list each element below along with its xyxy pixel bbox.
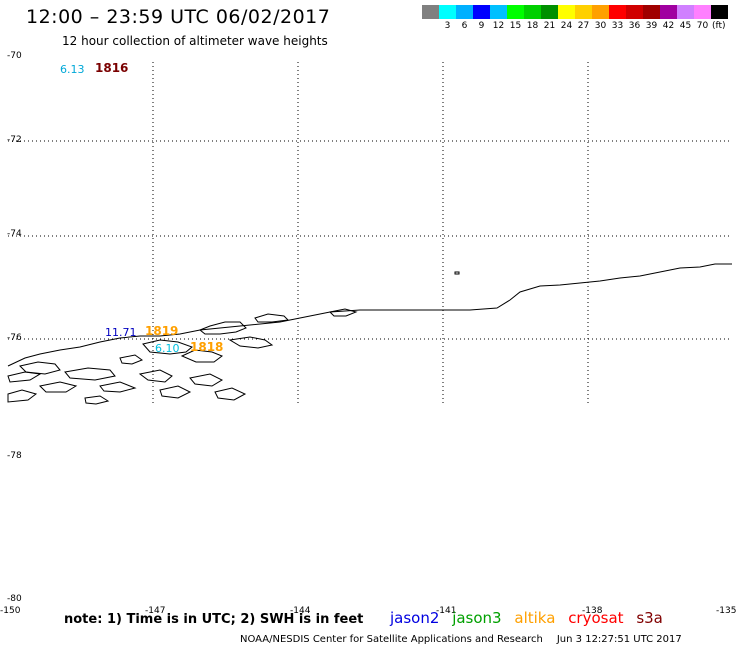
legend-label: 15 — [509, 21, 522, 31]
wave-height-value: 6.13 — [60, 63, 85, 76]
legend-swatch — [609, 5, 626, 19]
legend-label: 12 — [492, 21, 505, 31]
credit-line: NOAA/NESDIS Center for Satellite Applica… — [240, 634, 682, 645]
wave-height-value: 11.71 — [105, 326, 137, 339]
footer-note: note: 1) Time is in UTC; 2) SWH is in fe… — [64, 612, 364, 627]
legend-swatch — [507, 5, 524, 19]
legend-swatch — [558, 5, 575, 19]
legend-label: 70 — [696, 21, 709, 31]
lon-label: -150 — [0, 606, 21, 616]
satellite-s3a: s3a — [636, 609, 663, 627]
observation-time: 1818 — [190, 340, 224, 354]
legend-swatch — [490, 5, 507, 19]
lat-label: -80 — [7, 594, 22, 604]
generated-timestamp: Jun 3 12:27:51 UTC 2017 — [556, 634, 682, 645]
map-title: 12:00 – 23:59 UTC 06/02/2017 — [26, 6, 331, 28]
legend-swatch — [592, 5, 609, 19]
legend-swatch — [643, 5, 660, 19]
legend-label: 27 — [577, 21, 590, 31]
graticule — [8, 62, 732, 405]
legend-unit: (ft) — [712, 21, 726, 31]
observation-time: 1816 — [95, 61, 129, 75]
legend-swatch — [677, 5, 694, 19]
legend-swatch — [711, 5, 728, 19]
lon-label: -144 — [290, 606, 311, 616]
legend-label: 45 — [679, 21, 692, 31]
legend-swatch — [524, 5, 541, 19]
lat-label: -74 — [7, 229, 22, 239]
legend-label: 30 — [594, 21, 607, 31]
coastline — [7, 263, 732, 405]
legend-label: 39 — [645, 21, 658, 31]
lat-label: -72 — [7, 135, 22, 145]
satellite-altika: altika — [514, 609, 556, 627]
legend-label: 21 — [543, 21, 556, 31]
legend-label: 18 — [526, 21, 539, 31]
legend-label: 42 — [662, 21, 675, 31]
satellite-jason3: jason3 — [452, 609, 502, 627]
color-legend-labels: 3 6 9 12 15 18 21 24 27 30 33 36 39 42 45 70 (ft) — [422, 21, 740, 31]
legend-swatch — [422, 5, 439, 19]
legend-swatch — [456, 5, 473, 19]
legend-swatch — [660, 5, 677, 19]
legend-label: 3 — [444, 21, 451, 31]
credit-text: NOAA/NESDIS Center for Satellite Applica… — [240, 634, 543, 645]
legend-swatch — [541, 5, 558, 19]
legend-swatch — [626, 5, 643, 19]
lat-label: -76 — [7, 333, 22, 343]
lat-label: -78 — [7, 451, 22, 461]
lon-label: -138 — [582, 606, 603, 616]
lon-label: -147 — [145, 606, 166, 616]
map-subtitle: 12 hour collection of altimeter wave hei… — [62, 34, 328, 48]
legend-label: 24 — [560, 21, 573, 31]
legend-label: 6 — [461, 21, 468, 31]
legend-swatch — [439, 5, 456, 19]
wave-height-value: 6.10 — [155, 342, 180, 355]
legend-label: 33 — [611, 21, 624, 31]
lat-label: -70 — [7, 51, 22, 61]
legend-swatch — [575, 5, 592, 19]
lon-label: -141 — [436, 606, 457, 616]
satellite-cryosat: cryosat — [568, 609, 624, 627]
legend-label: 36 — [628, 21, 641, 31]
color-legend — [422, 5, 728, 19]
satellite-jason2: jason2 — [390, 609, 440, 627]
legend-label: 9 — [478, 21, 485, 31]
satellite-legend: jason2 jason3 altika cryosat s3a — [390, 609, 671, 627]
legend-swatch — [473, 5, 490, 19]
legend-swatch — [694, 5, 711, 19]
lon-label: -135 — [716, 606, 737, 616]
observation-time: 1819 — [145, 324, 179, 338]
